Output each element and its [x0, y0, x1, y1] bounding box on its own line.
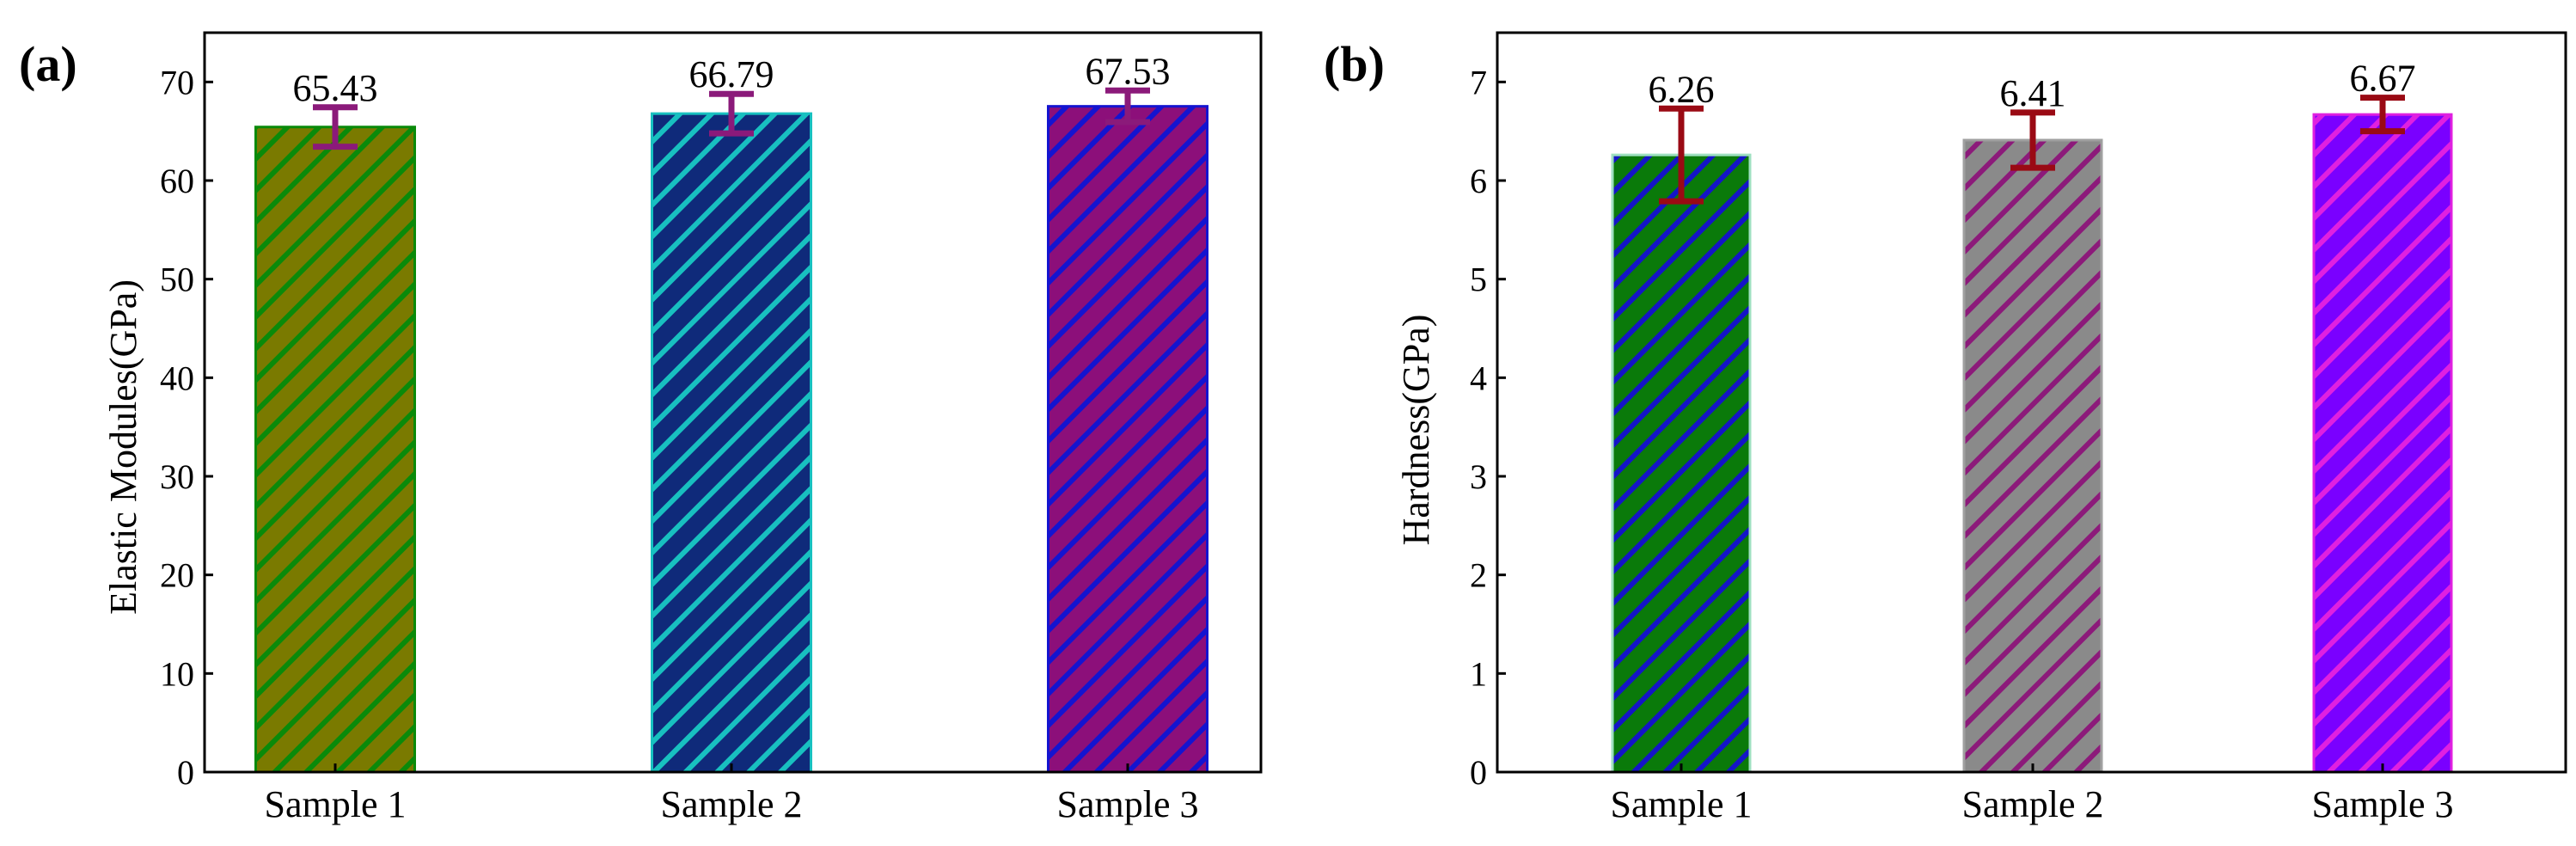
- value-label-a-1: 65.43: [293, 67, 378, 109]
- value-label-a-3: 67.53: [1086, 50, 1171, 92]
- y-tick-label-b-6: 6: [1470, 162, 1487, 200]
- error-bar-a-2: [709, 90, 754, 137]
- x-tick-label-a-2: Sample 2: [661, 783, 803, 825]
- y-axis-title-a: Elastic Modules(GPa): [102, 279, 144, 615]
- y-tick-label-b-0: 0: [1470, 753, 1487, 792]
- y-tick-label-a-30: 30: [160, 457, 194, 496]
- y-tick-label-b-1: 1: [1470, 654, 1487, 693]
- error-bar-a-1: [313, 104, 358, 150]
- x-tick-label-b-3: Sample 3: [2312, 783, 2454, 825]
- y-tick-label-a-70: 70: [160, 63, 194, 101]
- value-label-b-2: 6.41: [2000, 72, 2066, 114]
- error-bars-b: [1659, 95, 2405, 205]
- error-bar-b-2: [2010, 109, 2055, 171]
- y-tick-label-a-40: 40: [160, 359, 194, 397]
- x-tick-label-b-1: Sample 1: [1611, 783, 1753, 825]
- value-label-b-3: 6.67: [2350, 58, 2416, 100]
- y-axis-title-b: Hardness(GPa): [1395, 315, 1437, 546]
- error-bar-b-3: [2360, 95, 2405, 135]
- x-ticks-b: Sample 1 Sample 2 Sample 3: [1611, 763, 2454, 825]
- y-ticks-b: 0 1 2 3 4 5 6 7: [1470, 63, 1506, 792]
- chart-b: (b) Hardness(GPa) 6.26 6.41 6.67 01234567 …: [1324, 31, 2567, 825]
- x-tick-label-a-1: Sample 1: [265, 783, 407, 825]
- y-tick-label-a-50: 50: [160, 261, 194, 299]
- y-tick-label-a-0: 0: [177, 753, 194, 792]
- value-label-a-2: 66.79: [689, 53, 774, 95]
- error-bar-b-1: [1659, 105, 1704, 205]
- y-tick-label-b-7: 7: [1470, 63, 1487, 101]
- error-bar-a-3: [1105, 87, 1150, 126]
- panel-label-b: (b): [1324, 36, 1385, 92]
- y-ticks-a: 0 10 20 30 40 50 60 70: [160, 63, 213, 792]
- error-bars-a: [313, 87, 1150, 150]
- y-tick-label-b-3: 3: [1470, 457, 1487, 496]
- bar-a-1: [254, 126, 416, 774]
- bar-a-3: [1047, 105, 1208, 774]
- bar-b-3: [2312, 113, 2453, 774]
- bars-a: [254, 105, 1208, 774]
- value-labels-b: 6.26 6.41 6.67: [1649, 58, 2416, 114]
- value-labels-a: 65.43 66.79 67.53: [293, 50, 1171, 108]
- chart-a: (a) Elastic Modules(GPa) 65.43 66.79 67.53…: [19, 31, 1263, 825]
- y-tick-label-a-10: 10: [160, 654, 194, 693]
- panel-label-a: (a): [19, 36, 77, 92]
- bars-b: [1611, 113, 2453, 774]
- y-tick-label-b-5: 5: [1470, 261, 1487, 299]
- value-label-b-1: 6.26: [1649, 68, 1715, 110]
- y-tick-label-b-2: 2: [1470, 556, 1487, 595]
- x-ticks-a: Sample 1 Sample 2 Sample 3: [265, 763, 1199, 825]
- bar-b-1: [1611, 153, 1752, 774]
- x-tick-label-b-2: Sample 2: [1962, 783, 2104, 825]
- bar-b-2: [1962, 138, 2103, 774]
- x-tick-label-a-3: Sample 3: [1057, 783, 1199, 825]
- y-tick-label-b-4: 4: [1470, 359, 1487, 397]
- bar-a-2: [651, 112, 812, 774]
- y-tick-label-a-60: 60: [160, 162, 194, 200]
- y-tick-label-a-20: 20: [160, 556, 194, 595]
